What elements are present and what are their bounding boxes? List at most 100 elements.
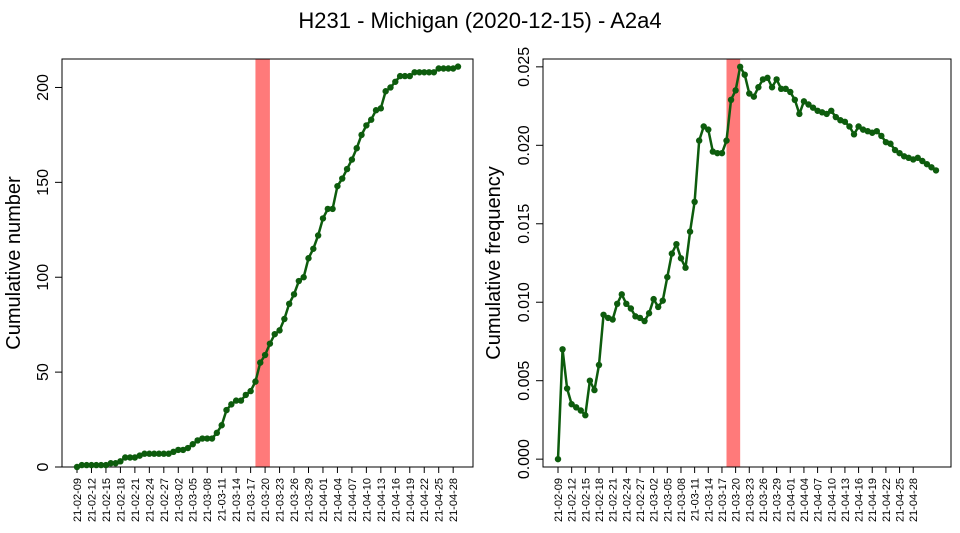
data-point	[141, 450, 148, 457]
data-point	[160, 450, 168, 457]
x-tick-label: 21-04-28	[908, 478, 920, 522]
plot-frame	[61, 58, 474, 468]
data-point	[122, 454, 129, 461]
data-point	[449, 65, 457, 72]
data-point	[300, 274, 307, 281]
x-tick-label: 21-04-19	[867, 478, 879, 522]
data-point	[691, 198, 698, 205]
data-point	[102, 461, 110, 469]
data-point	[677, 255, 685, 262]
data-point	[928, 164, 935, 171]
y-tick-label: 0	[35, 462, 52, 471]
data-point	[595, 361, 603, 369]
x-tick-label: 21-03-23	[275, 478, 287, 522]
y-tick-label: 0.015	[516, 204, 533, 244]
x-tick-label: 21-04-22	[881, 478, 893, 522]
data-point	[623, 300, 630, 307]
data-point	[314, 232, 322, 239]
x-tick-label: 21-02-15	[101, 478, 113, 522]
data-point	[932, 167, 940, 174]
x-tick-label: 21-03-29	[303, 478, 315, 522]
x-tick-label: 21-03-08	[676, 478, 688, 522]
data-point	[93, 461, 100, 469]
data-point	[396, 72, 404, 80]
data-point	[878, 132, 885, 140]
data-point	[823, 110, 830, 118]
x-tick-label: 21-04-10	[826, 478, 838, 522]
x-tick-label: 21-04-07	[347, 478, 359, 522]
data-point	[281, 315, 288, 323]
x-tick-label: 21-04-13	[840, 478, 852, 522]
x-tick-label: 21-02-21	[608, 478, 620, 522]
data-point	[591, 386, 598, 394]
data-point	[290, 291, 298, 298]
data-point	[896, 149, 903, 157]
x-tick-label: 21-04-01	[318, 478, 330, 522]
data-point	[787, 88, 794, 96]
data-point	[668, 250, 676, 257]
data-point	[727, 96, 735, 104]
data-point	[614, 300, 621, 307]
data-point	[641, 317, 648, 325]
data-point	[382, 88, 389, 95]
data-point	[310, 245, 317, 252]
data-point	[88, 461, 95, 469]
data-point	[343, 165, 351, 173]
y-tick-label: 200	[35, 74, 52, 101]
data-point	[252, 378, 259, 385]
highlight-band	[255, 59, 270, 467]
data-point	[800, 98, 808, 105]
data-point	[372, 107, 380, 114]
data-point	[204, 435, 211, 442]
data-point	[855, 123, 862, 130]
data-point	[828, 107, 835, 114]
data-point	[179, 446, 187, 454]
data-point	[223, 406, 230, 414]
data-point	[189, 441, 196, 448]
data-point	[232, 397, 240, 404]
plot-frame	[542, 58, 952, 468]
data-point	[554, 455, 562, 463]
data-point	[286, 300, 293, 307]
data-point	[582, 412, 589, 419]
x-tick-label: 21-03-05	[188, 478, 200, 522]
data-point	[650, 295, 657, 303]
data-point	[750, 93, 758, 100]
data-point	[791, 96, 799, 104]
data-point	[914, 154, 921, 162]
data-point	[208, 435, 216, 442]
data-point	[887, 140, 894, 147]
data-point	[319, 215, 327, 222]
data-point	[454, 63, 462, 70]
x-tick-label: 21-02-27	[635, 478, 647, 522]
data-point	[705, 126, 712, 133]
series-line	[556, 65, 937, 460]
y-tick-label: 0.025	[516, 47, 533, 87]
data-point	[609, 316, 616, 323]
data-point	[714, 149, 721, 157]
data-point	[228, 401, 235, 408]
data-point	[334, 182, 341, 190]
x-tick-label: 21-04-04	[332, 478, 344, 522]
data-point	[440, 65, 447, 72]
data-point	[411, 69, 418, 76]
y-tick-label: 0.005	[516, 361, 533, 401]
data-point	[194, 437, 201, 444]
data-point	[673, 240, 680, 248]
x-tick-label: 21-02-24	[144, 478, 156, 522]
data-point	[136, 452, 143, 459]
data-point	[923, 160, 931, 168]
data-point	[664, 273, 671, 281]
x-tick-label: 21-03-11	[217, 478, 229, 521]
x-tick-label: 21-03-14	[231, 478, 243, 522]
x-tick-label: 21-02-21	[130, 478, 142, 522]
x-tick-label: 21-02-09	[553, 478, 565, 522]
x-tick-label: 21-03-02	[173, 478, 185, 522]
data-point	[563, 385, 571, 392]
data-point	[764, 74, 771, 82]
data-point	[213, 429, 221, 437]
data-point	[377, 105, 385, 112]
x-tick-label: 21-04-19	[405, 478, 417, 522]
